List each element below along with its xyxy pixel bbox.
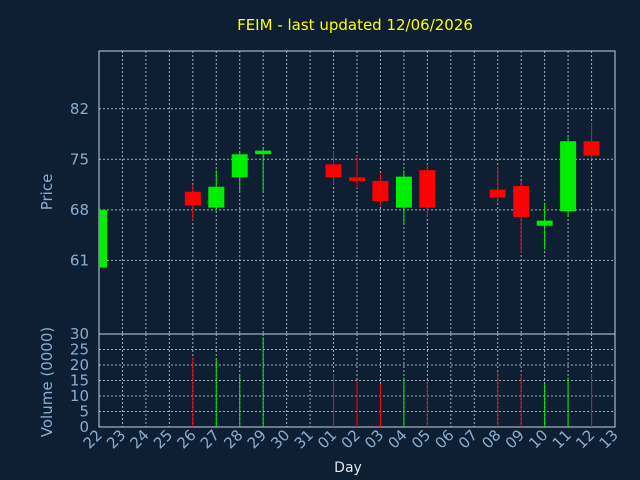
- candles: [99, 123, 600, 268]
- candle-body: [583, 141, 600, 156]
- price-tick-label: 68: [70, 201, 89, 219]
- candle-body: [560, 141, 577, 212]
- candle-body: [419, 170, 436, 208]
- candle-body: [513, 186, 530, 218]
- volume-bars: [192, 337, 593, 427]
- price-tick-label: 61: [70, 251, 89, 269]
- price-tick-label: 82: [70, 100, 89, 118]
- price-axis: 61 68 75 82: [70, 100, 89, 270]
- candle-body: [536, 220, 553, 226]
- volume-tick-label: 25: [70, 341, 89, 359]
- candle-body: [231, 154, 248, 178]
- candle-body: [208, 186, 225, 208]
- candle-body: [255, 150, 272, 155]
- candle-body: [99, 209, 107, 268]
- candle-body: [395, 176, 412, 208]
- x-axis-label: Day: [334, 460, 362, 476]
- volume-tick-label: 0: [79, 418, 89, 436]
- price-tick-label: 75: [70, 150, 89, 168]
- price-axis-label: Price: [38, 174, 56, 211]
- chart-title: FEIM - last updated 12/06/2026: [237, 16, 473, 34]
- candle-body: [325, 164, 342, 178]
- candle-body: [349, 177, 365, 181]
- volume-axis-label: Volume (0000): [38, 327, 56, 437]
- candle-body: [184, 191, 201, 206]
- candle-body: [372, 180, 389, 202]
- x-axis: 2223242526272829303101020304050607080910…: [80, 426, 622, 452]
- volume-tick-label: 30: [70, 325, 89, 343]
- volume-tick-label: 10: [70, 387, 89, 405]
- volume-tick-label: 20: [70, 356, 89, 374]
- volume-tick-label: 5: [79, 403, 89, 421]
- volume-tick-label: 15: [70, 372, 89, 390]
- candle-body: [489, 189, 506, 198]
